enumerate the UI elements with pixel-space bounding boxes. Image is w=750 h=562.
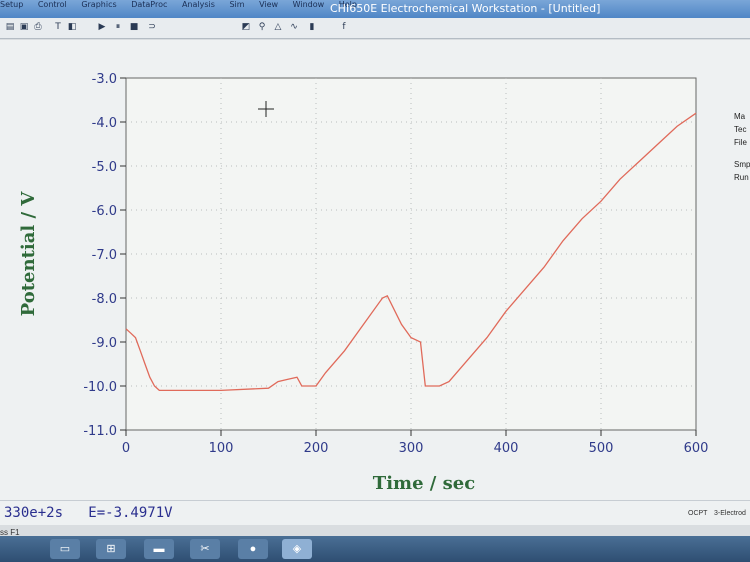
store-icon[interactable]: ⊞ [96, 539, 126, 559]
app-icon[interactable]: ● [238, 539, 268, 559]
side-label-run: Run [734, 173, 749, 182]
tools-icon[interactable]: ✂ [190, 539, 220, 559]
status-mode: OCPT [688, 510, 708, 517]
file-explorer-icon[interactable]: ▭ [50, 539, 80, 559]
cursor-readout: 330e+2s E=-3.4971V [4, 505, 173, 521]
chi-app-icon[interactable]: ◈ [282, 539, 312, 559]
zoom-icon[interactable]: ⚲ [258, 22, 266, 32]
plot-area: 0 100 200 300 400 500 600 -3.0 -4.0 -5.0 -6.0 -7.0 -… [0, 40, 750, 500]
side-label-smp: Smp [734, 160, 750, 169]
save-icon[interactable]: ▣ [19, 22, 29, 32]
menu-graphics[interactable]: Graphics [81, 0, 117, 9]
overlay-icon[interactable]: △ [274, 22, 282, 32]
x-tick-label: 400 [494, 441, 519, 456]
potential-time-chart[interactable]: 0 100 200 300 400 500 600 -3.0 -4.0 -5.0 -6.0 -7.0 -… [0, 40, 750, 500]
side-label-tec: Tec [734, 125, 747, 134]
menu-dataproc[interactable]: DataProc [131, 0, 168, 9]
y-tick-label: -5.0 [92, 160, 117, 175]
status-electrode: 3-Electrod [714, 510, 746, 517]
side-label-ma: Ma [734, 112, 746, 121]
menu-window[interactable]: Window [292, 0, 325, 9]
x-tick-label: 200 [304, 441, 329, 456]
y-tick-label: -9.0 [92, 336, 117, 351]
y-tick-label: -3.0 [92, 72, 117, 87]
menu-control[interactable]: Control [37, 0, 67, 9]
y-tick-label: -4.0 [92, 116, 117, 131]
graph-icon[interactable]: ◩ [241, 22, 251, 32]
pause-icon[interactable]: ⏸ [115, 22, 121, 32]
y-tick-label: -6.0 [92, 204, 117, 219]
menu-bar: Setup Control Graphics DataProc Analysis… [0, 0, 369, 14]
run-icon[interactable]: ▶ [98, 22, 106, 32]
toolbar: ▤ ▣ ⎙ T ◧ ▶ ⏸ ■ ⊃ ◩ ⚲ △ ∿ ▮ f [0, 18, 750, 39]
title-bar: Setup Control Graphics DataProc Analysis… [0, 0, 750, 18]
crosshair-cursor [258, 101, 274, 117]
open-icon[interactable]: ▤ [5, 22, 15, 32]
print-icon[interactable]: ⎙ [34, 22, 42, 32]
menu-sim[interactable]: Sim [229, 0, 245, 9]
monitor-icon[interactable]: ▬ [144, 539, 174, 559]
help-hint: ss F1 [0, 528, 20, 537]
color-icon[interactable]: ▮ [309, 22, 315, 32]
potential-series-line [125, 112, 697, 392]
window-title: CHI650E Electrochemical Workstation - [U… [330, 2, 601, 15]
stop-icon[interactable]: ■ [129, 22, 139, 32]
x-tick-label: 300 [399, 441, 424, 456]
y-tick-label: -8.0 [92, 292, 117, 307]
y-tick-label: -11.0 [83, 424, 117, 439]
x-tick-label: 0 [122, 441, 130, 456]
x-tick-label: 100 [209, 441, 234, 456]
y-tick-label: -10.0 [83, 380, 117, 395]
menu-analysis[interactable]: Analysis [181, 0, 215, 9]
side-label-file: File [734, 138, 747, 147]
reverse-icon[interactable]: ⊃ [148, 22, 156, 32]
taskbar: ▭ ⊞ ▬ ✂ ● ◈ [0, 536, 750, 562]
menu-setup[interactable]: Setup [0, 0, 24, 9]
menu-view[interactable]: View [259, 0, 279, 9]
parameters-icon[interactable]: ◧ [67, 22, 77, 32]
smooth-icon[interactable]: ∿ [290, 22, 298, 32]
y-axis-label: Potential / V [18, 191, 39, 317]
y-tick-label: -7.0 [92, 248, 117, 263]
menu-help[interactable]: Help [338, 0, 357, 9]
x-tick-label: 500 [589, 441, 614, 456]
status-bar: 330e+2s E=-3.4971V OCPT 3-Electrod [0, 500, 750, 525]
x-axis-label: Time / sec [373, 473, 475, 494]
x-tick-label: 600 [684, 441, 709, 456]
technique-icon[interactable]: T [55, 22, 61, 32]
font-icon[interactable]: f [342, 22, 346, 32]
